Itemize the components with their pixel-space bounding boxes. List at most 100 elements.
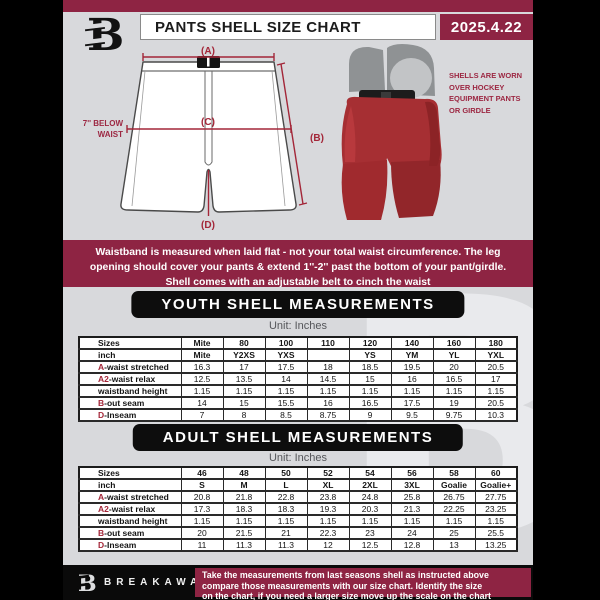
cell-value: 17.3 <box>180 502 224 516</box>
cell-value: 9.75 <box>432 408 476 422</box>
youth-unit-label: Unit: Inches <box>268 320 328 332</box>
cell-value: 1.15 <box>306 514 350 528</box>
cell-value: 8.5 <box>264 408 308 422</box>
cell-value: 23 <box>348 526 392 540</box>
cell-value: 1.15 <box>306 384 350 398</box>
cell-value: 1.15 <box>432 384 476 398</box>
cell-value: 1.15 <box>180 514 224 528</box>
table-row: D-Inseam 7 8 8.5 8.75 9 9.5 9.75 10.3 <box>78 408 518 422</box>
table-row: inch S M L XL 2XL 3XL Goalie Goalie+ <box>78 478 518 492</box>
cell-value: 1.15 <box>222 514 266 528</box>
cell-value: 1.15 <box>264 384 308 398</box>
cell-value: 110 <box>306 336 350 350</box>
cell-value: 7 <box>180 408 224 422</box>
cell-value: 1.15 <box>390 384 434 398</box>
cell-value: 1.15 <box>348 514 392 528</box>
cell-value: 19.5 <box>390 360 434 374</box>
diagram-label-b: (B) <box>310 133 324 144</box>
cell-value: 14 <box>180 396 224 410</box>
table-row: B-out seam 20 21.5 21 22.3 23 24 25 25.5 <box>78 526 518 540</box>
cell-value: 50 <box>264 466 308 480</box>
waist-note-line2: WAIST <box>98 130 123 139</box>
row-label: D-Inseam <box>78 408 182 422</box>
adult-measurements-table: Sizes 46 48 50 52 54 56 58 60 inch S M L XL 2XL 3XL Goal… <box>78 466 518 552</box>
cell-value: 22.25 <box>432 502 476 516</box>
table-row: Sizes Mite 80 100 110 120 140 160 180 <box>78 336 518 350</box>
cell-value: 1.15 <box>264 514 308 528</box>
cell-value: 180 <box>474 336 518 350</box>
cell-value: Goalie <box>432 478 476 492</box>
cell-value: YM <box>390 348 434 362</box>
cell-value: Mite <box>180 348 224 362</box>
cell-value: YXL <box>474 348 518 362</box>
cell-value: 18.3 <box>222 502 266 516</box>
cell-value: 16.3 <box>180 360 224 374</box>
cell-value: 19.3 <box>306 502 350 516</box>
cell-value: 23.25 <box>474 502 518 516</box>
table-row: D-Inseam 11 11.3 11.3 12 12.5 12.8 13 13.25 <box>78 538 518 552</box>
cell-value: 52 <box>306 466 350 480</box>
cell-value: 20.5 <box>474 360 518 374</box>
cell-value: 8 <box>222 408 266 422</box>
cell-value: 60 <box>474 466 518 480</box>
footer-note: Take the measurements from last seasons … <box>195 568 531 600</box>
cell-value: 24 <box>390 526 434 540</box>
cell-value: 20 <box>432 360 476 374</box>
cell-value: 140 <box>390 336 434 350</box>
cell-value: 160 <box>432 336 476 350</box>
table-row: A2-waist relax 17.3 18.3 18.3 19.3 20.3 21.3 22… <box>78 502 518 516</box>
adult-unit-label: Unit: Inches <box>268 452 328 464</box>
cell-value: 1.15 <box>180 384 224 398</box>
cell-value: 27.75 <box>474 490 518 504</box>
cell-value: 12.5 <box>180 372 224 386</box>
cell-value: 100 <box>264 336 308 350</box>
cell-value: 17.5 <box>390 396 434 410</box>
row-label: Sizes <box>78 336 182 350</box>
cell-value: 11 <box>180 538 224 552</box>
cell-value: M <box>222 478 266 492</box>
row-label: inch <box>78 348 182 362</box>
youth-section-title: YOUTH SHELL MEASUREMENTS <box>131 291 465 318</box>
cell-value: 12.5 <box>348 538 392 552</box>
row-label: A2-waist relax <box>78 372 182 386</box>
pants-measurement-diagram: (A) (C) (B) (D) 7'' BELOW WAIST <box>83 46 324 231</box>
row-label: A-waist stretched <box>78 490 182 504</box>
cell-value: 48 <box>222 466 266 480</box>
cell-value: 13 <box>432 538 476 552</box>
footer-note-line: Take the measurements from last seasons … <box>202 570 489 580</box>
cell-value: 17.5 <box>264 360 308 374</box>
cell-value: 21.5 <box>222 526 266 540</box>
cell-value: 14 <box>264 372 308 386</box>
cell-value: 80 <box>222 336 266 350</box>
cell-value: 25.5 <box>474 526 518 540</box>
cell-value: 22.3 <box>306 526 350 540</box>
cell-value: 24.8 <box>348 490 392 504</box>
waist-note-line1: 7'' BELOW <box>83 119 124 128</box>
row-label: A2-waist relax <box>78 502 182 516</box>
brand-name: BREAKAWAY <box>104 576 214 588</box>
cell-value: 20.8 <box>180 490 224 504</box>
table-row: A-waist stretched 20.8 21.8 22.8 23.8 24.8 25.… <box>78 490 518 504</box>
cell-value: 11.3 <box>222 538 266 552</box>
svg-text:B: B <box>78 571 97 594</box>
cell-value: 120 <box>348 336 392 350</box>
row-label: inch <box>78 478 182 492</box>
cell-value: 12.8 <box>390 538 434 552</box>
table-row: A-waist stretched 16.3 17 17.5 18 18.5 19.5 20 2… <box>78 360 518 374</box>
document-page: B B PANTS SHELL SIZE CHART 2025.4.22 (A)… <box>63 0 533 600</box>
instruction-banner: Waistband is measured when laid flat - n… <box>63 240 533 288</box>
row-label: waistband height <box>78 384 182 398</box>
footer-note-line: compare those measurements with our size… <box>202 580 483 591</box>
cell-value: 21.3 <box>390 502 434 516</box>
table-row: waistband height 1.15 1.15 1.15 1.15 1.15 1.15… <box>78 514 518 528</box>
cell-value: 13.5 <box>222 372 266 386</box>
youth-measurements-table: Sizes Mite 80 100 110 120 140 160 180 inch Mite Y2X… <box>78 336 518 422</box>
cell-value: 9 <box>348 408 392 422</box>
cell-value: XL <box>306 478 350 492</box>
cell-value: 22.8 <box>264 490 308 504</box>
cell-value: 15 <box>222 396 266 410</box>
cell-value: 18 <box>306 360 350 374</box>
cell-value: 20 <box>180 526 224 540</box>
cell-value: 56 <box>390 466 434 480</box>
cell-value: 1.15 <box>474 384 518 398</box>
